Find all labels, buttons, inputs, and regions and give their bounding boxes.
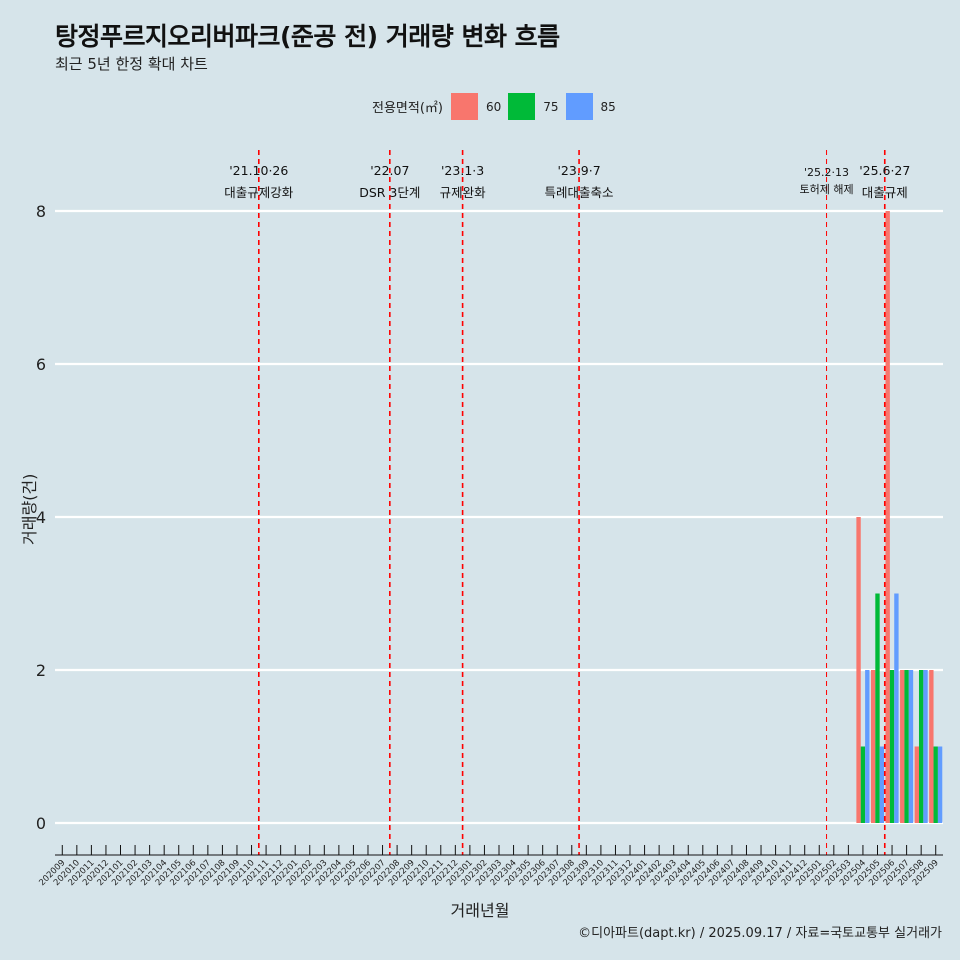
y-tick-label-2: 2: [36, 661, 46, 680]
event-label-5: 대출규제: [862, 185, 908, 200]
event-label-2: 규제완화: [440, 185, 487, 200]
bar-202504-85: [865, 670, 870, 823]
bar-202509-75: [933, 746, 938, 823]
y-tick-label-6: 6: [36, 355, 46, 374]
chart-title: 탕정푸르지오리버파크(준공 전) 거래량 변화 흐름: [55, 22, 560, 51]
gridlines: [55, 209, 943, 825]
y-tick-label-4: 4: [36, 508, 46, 527]
bar-202508-75: [918, 670, 924, 823]
y-tick-label-8: 8: [36, 202, 46, 221]
bar-202506-60: [885, 211, 890, 823]
bar-202508-85: [923, 670, 928, 823]
legend-item-85: 85: [565, 93, 616, 120]
x-axis: 2020092020102020112020122021012021022021…: [37, 845, 943, 888]
bar-202505-85: [879, 746, 885, 823]
bar-202506-75: [889, 670, 895, 823]
bar-202505-75: [875, 593, 880, 823]
bar-202507-75: [904, 670, 909, 823]
legend-title: 전용면적(㎡): [372, 101, 443, 116]
bar-202509-85: [937, 746, 943, 823]
bar-202504-60: [856, 517, 861, 823]
bar-202506-85: [894, 593, 899, 823]
bar-202507-60: [900, 670, 905, 823]
bar-202505-60: [870, 670, 876, 823]
bar-202507-85: [908, 670, 914, 823]
event-date-1: '22.07: [370, 163, 409, 178]
bar-202504-75: [860, 746, 866, 823]
y-axis-ticks: 0 2 4 6 8: [36, 202, 46, 833]
y-axis-label: 거래량(건): [20, 473, 39, 545]
event-date-5: '25.6·27: [859, 163, 910, 178]
x-axis-label: 거래년월: [450, 901, 510, 920]
y-tick-label-0: 0: [36, 814, 46, 833]
bar-202508-60: [914, 746, 919, 823]
legend-label-60: 60: [485, 99, 502, 114]
legend-label-85: 85: [600, 99, 616, 114]
bars: [856, 211, 943, 823]
legend-label-75: 75: [543, 99, 559, 114]
bar-202509-60: [929, 670, 934, 823]
legend-swatch-85: [565, 93, 593, 120]
legend-item-75: 75: [508, 93, 559, 120]
legend: 전용면적(㎡) 60 75 85: [372, 93, 623, 120]
chart-caption: ©디아파트(dapt.kr) / 2025.09.17 / 자료=국토교통부 실…: [578, 926, 942, 941]
chart-subtitle: 최근 5년 한정 확대 차트: [55, 55, 208, 73]
event-label-3: 특례대출축소: [545, 185, 614, 200]
event-date-4: '25.2·13: [804, 166, 849, 179]
legend-swatch-60: [450, 93, 478, 120]
event-date-3: '23.9·7: [557, 163, 600, 178]
event-markers: '21.10·26 대출규제강화 '22.07 DSR 3단계 '23.1·3 규제완화 '…: [224, 150, 910, 855]
legend-swatch-75: [508, 93, 536, 120]
event-label-1: DSR 3단계: [359, 185, 420, 200]
event-label-4: 토허제 해제: [799, 182, 853, 196]
legend-item-60: 60: [450, 93, 502, 120]
event-date-0: '21.10·26: [229, 163, 288, 178]
event-label-0: 대출규제강화: [224, 185, 294, 200]
event-date-2: '23.1·3: [441, 163, 484, 178]
